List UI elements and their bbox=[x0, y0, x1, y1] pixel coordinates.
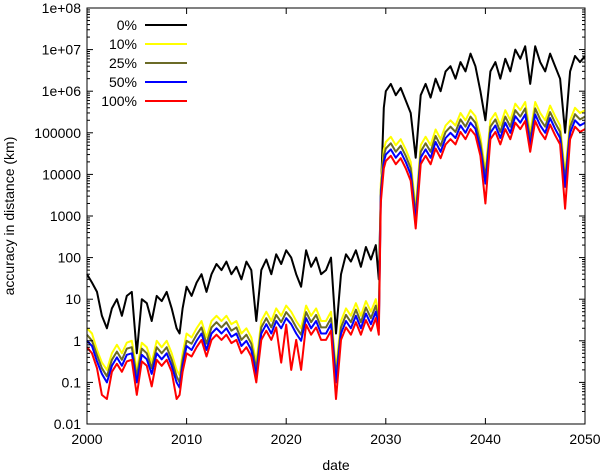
y-axis-title: accuracy in distance (km) bbox=[1, 137, 17, 296]
y-tick-label: 1000 bbox=[50, 208, 81, 224]
y-tick-label: 10 bbox=[65, 291, 81, 307]
x-tick-label: 2010 bbox=[171, 431, 202, 447]
y-tick-label: 1e+08 bbox=[42, 0, 82, 16]
y-tick-label: 0.01 bbox=[54, 416, 81, 432]
y-tick-label: 0.1 bbox=[62, 374, 82, 390]
series-layer bbox=[86, 45, 586, 400]
x-tick-label: 2050 bbox=[569, 431, 600, 447]
x-axis-title: date bbox=[322, 457, 349, 473]
x-tick-label: 2020 bbox=[271, 431, 302, 447]
series-line-2 bbox=[86, 107, 586, 384]
x-tick-label: 2030 bbox=[370, 431, 401, 447]
legend: 0% 10% 25% 50% 100% bbox=[101, 17, 187, 109]
y-tick-label: 10000 bbox=[42, 166, 81, 182]
legend-label: 10% bbox=[109, 36, 137, 52]
series-line-0 bbox=[86, 45, 586, 355]
x-tick-label: 2000 bbox=[71, 431, 102, 447]
y-tick-label: 100000 bbox=[34, 125, 81, 141]
legend-label: 0% bbox=[117, 17, 137, 33]
legend-label: 100% bbox=[101, 93, 137, 109]
series-line-4 bbox=[86, 120, 586, 400]
y-tick-label: 1e+07 bbox=[42, 42, 82, 58]
y-tick-label: 100 bbox=[58, 250, 82, 266]
y-tick-label: 1 bbox=[73, 333, 81, 349]
x-tick-label: 2040 bbox=[470, 431, 501, 447]
legend-label: 50% bbox=[109, 74, 137, 90]
axis-ticks: 0.01 0.1 1 10 100 1000 10000 100000 1e+06 1e+07 1e… bbox=[34, 0, 600, 447]
legend-label: 25% bbox=[109, 55, 137, 71]
y-tick-label: 1e+06 bbox=[42, 83, 82, 99]
